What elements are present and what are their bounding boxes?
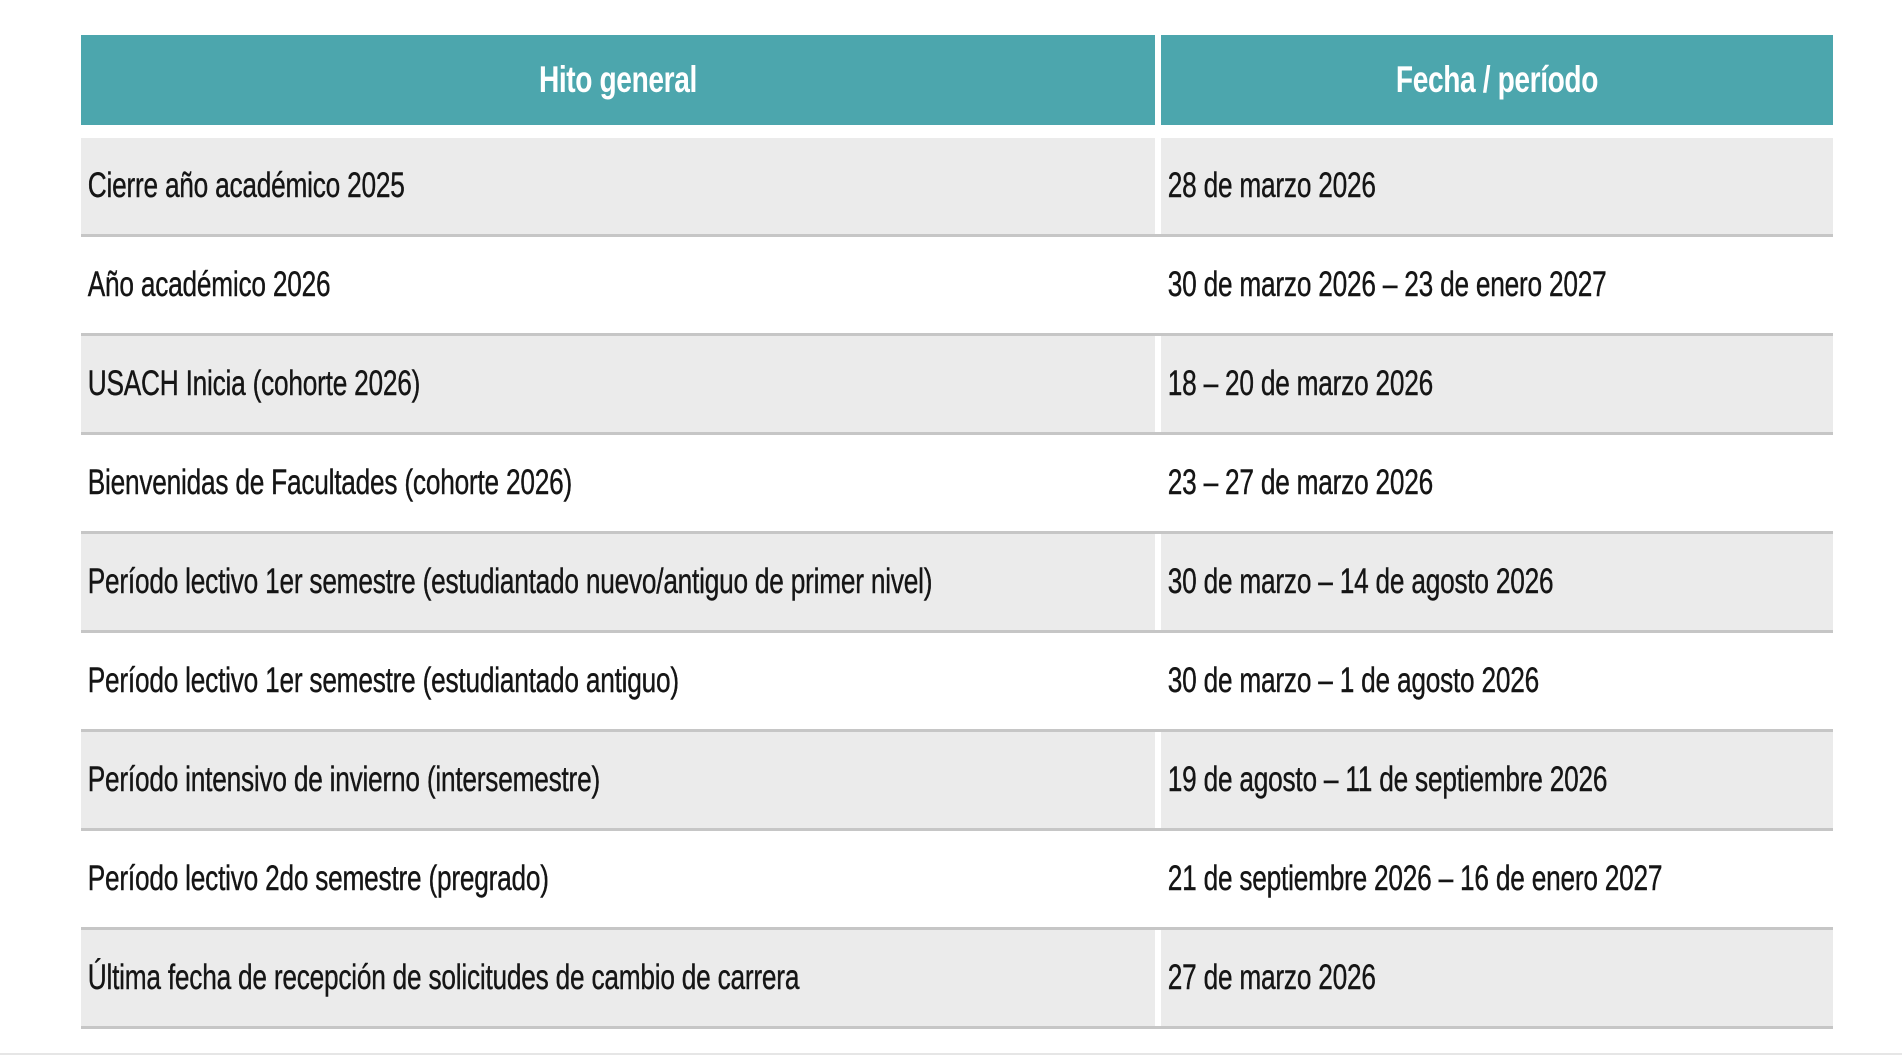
column-header-hito-general: Hito general (81, 35, 1155, 125)
fecha-cell: 30 de marzo – 14 de agosto 2026 (1161, 534, 1833, 630)
hito-text: USACH Inicia (cohorte 2026) (87, 364, 421, 403)
hito-cell: Período lectivo 1er semestre (estudianta… (81, 534, 1155, 630)
fecha-text: 19 de agosto – 11 de septiembre 2026 (1167, 760, 1608, 799)
hito-cell: Período lectivo 2do semestre (pregrado) (81, 831, 1155, 927)
hito-cell: USACH Inicia (cohorte 2026) (81, 336, 1155, 432)
table-header-row: Hito general Fecha / período (81, 35, 1833, 125)
fecha-text: 18 – 20 de marzo 2026 (1167, 364, 1434, 403)
hito-text: Última fecha de recepción de solicitudes… (87, 958, 800, 997)
table-row: Última fecha de recepción de solicitudes… (81, 930, 1833, 1029)
hito-text: Período intensivo de invierno (interseme… (87, 760, 601, 799)
fecha-text: 23 – 27 de marzo 2026 (1167, 463, 1434, 502)
table-row: Bienvenidas de Facultades (cohorte 2026)… (81, 435, 1833, 534)
column-header-label: Hito general (539, 59, 697, 100)
fecha-cell: 21 de septiembre 2026 – 16 de enero 2027 (1161, 831, 1833, 927)
hito-cell: Cierre año académico 2025 (81, 138, 1155, 234)
hito-text: Año académico 2026 (87, 265, 331, 304)
table-row: Período lectivo 1er semestre (estudianta… (81, 534, 1833, 633)
table-row: Período lectivo 2do semestre (pregrado) … (81, 831, 1833, 930)
hito-text: Cierre año académico 2025 (87, 166, 405, 205)
hito-cell: Período intensivo de invierno (interseme… (81, 732, 1155, 828)
fecha-cell: 18 – 20 de marzo 2026 (1161, 336, 1833, 432)
academic-calendar-table: Hito general Fecha / período Cierre año … (81, 35, 1833, 1029)
fecha-cell: 30 de marzo – 1 de agosto 2026 (1161, 633, 1833, 729)
hito-text: Período lectivo 2do semestre (pregrado) (87, 859, 550, 898)
fecha-text: 30 de marzo – 1 de agosto 2026 (1167, 661, 1540, 700)
fecha-text: 21 de septiembre 2026 – 16 de enero 2027 (1167, 859, 1663, 898)
hito-text: Bienvenidas de Facultades (cohorte 2026) (87, 463, 573, 502)
hito-cell: Período lectivo 1er semestre (estudianta… (81, 633, 1155, 729)
fecha-cell: 28 de marzo 2026 (1161, 138, 1833, 234)
fecha-text: 28 de marzo 2026 (1167, 166, 1377, 205)
table-row: Período lectivo 1er semestre (estudianta… (81, 633, 1833, 732)
column-header-label: Fecha / período (1395, 59, 1599, 100)
fecha-text: 30 de marzo 2026 – 23 de enero 2027 (1167, 265, 1607, 304)
fecha-cell: 19 de agosto – 11 de septiembre 2026 (1161, 732, 1833, 828)
hito-cell: Año académico 2026 (81, 237, 1155, 333)
table-row: Año académico 2026 30 de marzo 2026 – 23… (81, 237, 1833, 336)
hito-text: Período lectivo 1er semestre (estudianta… (87, 562, 933, 601)
table-row: Cierre año académico 2025 28 de marzo 20… (81, 138, 1833, 237)
table-body: Cierre año académico 2025 28 de marzo 20… (81, 138, 1833, 1029)
fecha-cell: 27 de marzo 2026 (1161, 930, 1833, 1026)
hito-cell: Bienvenidas de Facultades (cohorte 2026) (81, 435, 1155, 531)
hito-cell: Última fecha de recepción de solicitudes… (81, 930, 1155, 1026)
table-row: USACH Inicia (cohorte 2026) 18 – 20 de m… (81, 336, 1833, 435)
fecha-cell: 23 – 27 de marzo 2026 (1161, 435, 1833, 531)
table-row: Período intensivo de invierno (interseme… (81, 732, 1833, 831)
fecha-text: 27 de marzo 2026 (1167, 958, 1377, 997)
hito-text: Período lectivo 1er semestre (estudianta… (87, 661, 680, 700)
column-header-fecha-periodo: Fecha / período (1161, 35, 1833, 125)
page-bottom-edge (0, 1053, 1902, 1055)
fecha-cell: 30 de marzo 2026 – 23 de enero 2027 (1161, 237, 1833, 333)
fecha-text: 30 de marzo – 14 de agosto 2026 (1167, 562, 1554, 601)
